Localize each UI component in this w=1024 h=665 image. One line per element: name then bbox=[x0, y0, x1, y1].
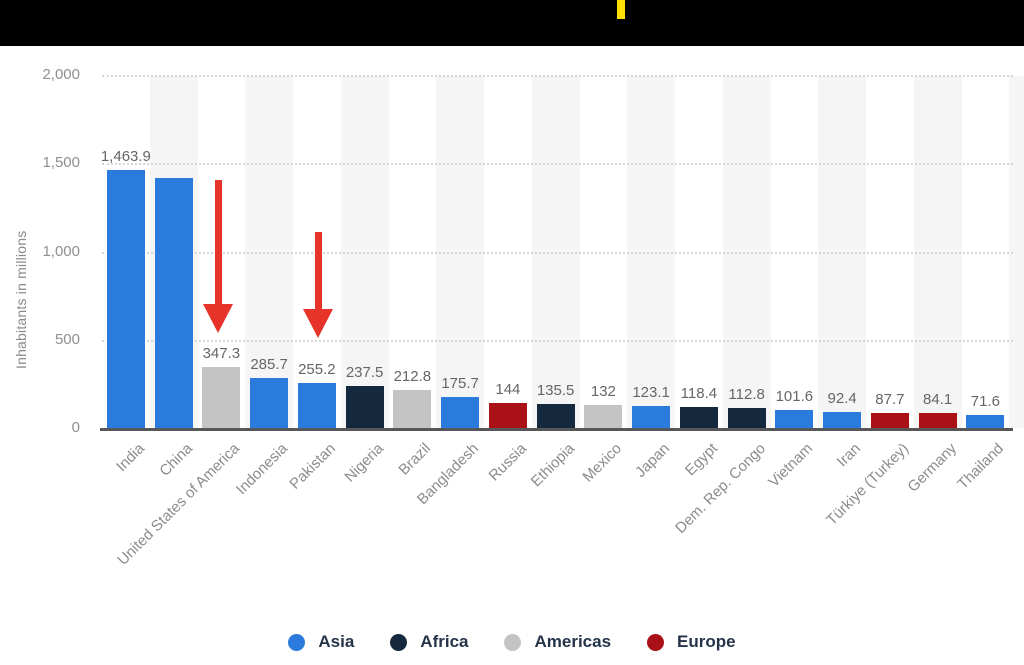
x-label-russia: Russia bbox=[485, 440, 530, 485]
value-label-japan: 123.1 bbox=[632, 384, 670, 401]
bar-ethiopia[interactable] bbox=[536, 404, 575, 428]
x-label-united-states-of-america: United States of America bbox=[114, 440, 244, 569]
bar-germany[interactable] bbox=[918, 413, 957, 428]
value-label-pakistan: 255.2 bbox=[298, 361, 336, 378]
gridline bbox=[102, 75, 1013, 77]
value-label-ethiopia: 135.5 bbox=[536, 382, 575, 399]
bar-india[interactable] bbox=[106, 170, 145, 428]
y-tick-label: 0 bbox=[71, 419, 80, 436]
x-label-t-rkiye-turkey: Türkiye (Turkey) bbox=[823, 440, 912, 529]
legend-dot-icon bbox=[390, 633, 408, 651]
value-label-dem-rep-congo: 112.8 bbox=[728, 386, 765, 403]
y-axis-title: Inhabitants in millions bbox=[13, 230, 29, 370]
value-label-thailand: 71.6 bbox=[970, 393, 1000, 410]
legend-label: Americas bbox=[534, 632, 612, 651]
bar-japan[interactable] bbox=[632, 406, 671, 428]
x-label-egypt: Egypt bbox=[681, 440, 721, 480]
bar-mexico[interactable] bbox=[584, 405, 623, 428]
y-tick-label: 1,000 bbox=[42, 242, 80, 260]
bar-vietnam[interactable] bbox=[775, 410, 814, 428]
bar-iran[interactable] bbox=[823, 412, 862, 428]
legend-item-europe[interactable]: Europe bbox=[647, 632, 736, 652]
down-arrow-icon bbox=[203, 180, 233, 333]
value-label-germany: 84.1 bbox=[923, 391, 953, 408]
bar-russia[interactable] bbox=[488, 403, 527, 428]
bar-bangladesh[interactable] bbox=[441, 397, 480, 428]
value-label-mexico: 132 bbox=[590, 383, 616, 400]
y-tick-label: 1,500 bbox=[42, 154, 80, 172]
x-label-pakistan: Pakistan bbox=[286, 440, 339, 493]
gridline bbox=[102, 339, 1013, 342]
legend-label: Asia bbox=[318, 632, 355, 651]
legend-item-asia[interactable]: Asia bbox=[288, 632, 354, 652]
value-label-russia: 144 bbox=[495, 381, 521, 398]
bar-brazil[interactable] bbox=[393, 390, 432, 428]
legend-item-americas[interactable]: Americas bbox=[504, 632, 611, 652]
population-bar-chart: Inhabitants in millions 2,000 1,500 1,000 5… bbox=[0, 46, 1024, 665]
legend: Asia Africa Americas Europe bbox=[0, 632, 1024, 652]
value-label-bangladesh: 175.7 bbox=[441, 375, 479, 392]
site-header-bar bbox=[0, 0, 1024, 46]
bar-indonesia[interactable] bbox=[250, 378, 289, 428]
bar-dem-rep-congo[interactable] bbox=[727, 408, 766, 428]
bar-pakistan[interactable] bbox=[297, 383, 336, 428]
bar-egypt[interactable] bbox=[679, 407, 718, 428]
bar-united-states-of-america[interactable] bbox=[202, 367, 241, 428]
value-label-indonesia: 285.7 bbox=[250, 356, 288, 373]
down-arrow-icon bbox=[303, 232, 333, 338]
value-label-brazil: 212.8 bbox=[393, 368, 432, 385]
bar-china[interactable] bbox=[154, 178, 193, 428]
y-tick-label: 2,000 bbox=[42, 66, 80, 83]
legend-dot-icon bbox=[647, 633, 665, 651]
legend-dot-icon bbox=[288, 633, 306, 651]
bar-t-rkiye-turkey[interactable] bbox=[870, 413, 909, 428]
y-tick-label: 500 bbox=[54, 330, 80, 348]
value-label-india: 1,463.9 bbox=[100, 148, 151, 165]
bar-nigeria[interactable] bbox=[345, 386, 384, 428]
value-label-vietnam: 101.6 bbox=[775, 388, 814, 405]
value-label-egypt: 118.4 bbox=[680, 385, 718, 402]
value-label-nigeria: 237.5 bbox=[345, 364, 384, 381]
legend-label: Africa bbox=[420, 632, 469, 651]
value-label-united-states-of-america: 347.3 bbox=[202, 345, 241, 362]
legend-label: Europe bbox=[677, 632, 736, 651]
value-label-iran: 92.4 bbox=[827, 390, 857, 407]
gridline bbox=[102, 163, 1013, 166]
statista-logo-fragment-icon bbox=[617, 0, 625, 19]
x-axis-line bbox=[100, 428, 1013, 431]
value-label-t-rkiye-turkey: 87.7 bbox=[875, 391, 905, 408]
gridline bbox=[102, 251, 1013, 254]
legend-item-africa[interactable]: Africa bbox=[390, 632, 468, 652]
bar-thailand[interactable] bbox=[966, 415, 1005, 428]
legend-dot-icon bbox=[504, 633, 522, 651]
